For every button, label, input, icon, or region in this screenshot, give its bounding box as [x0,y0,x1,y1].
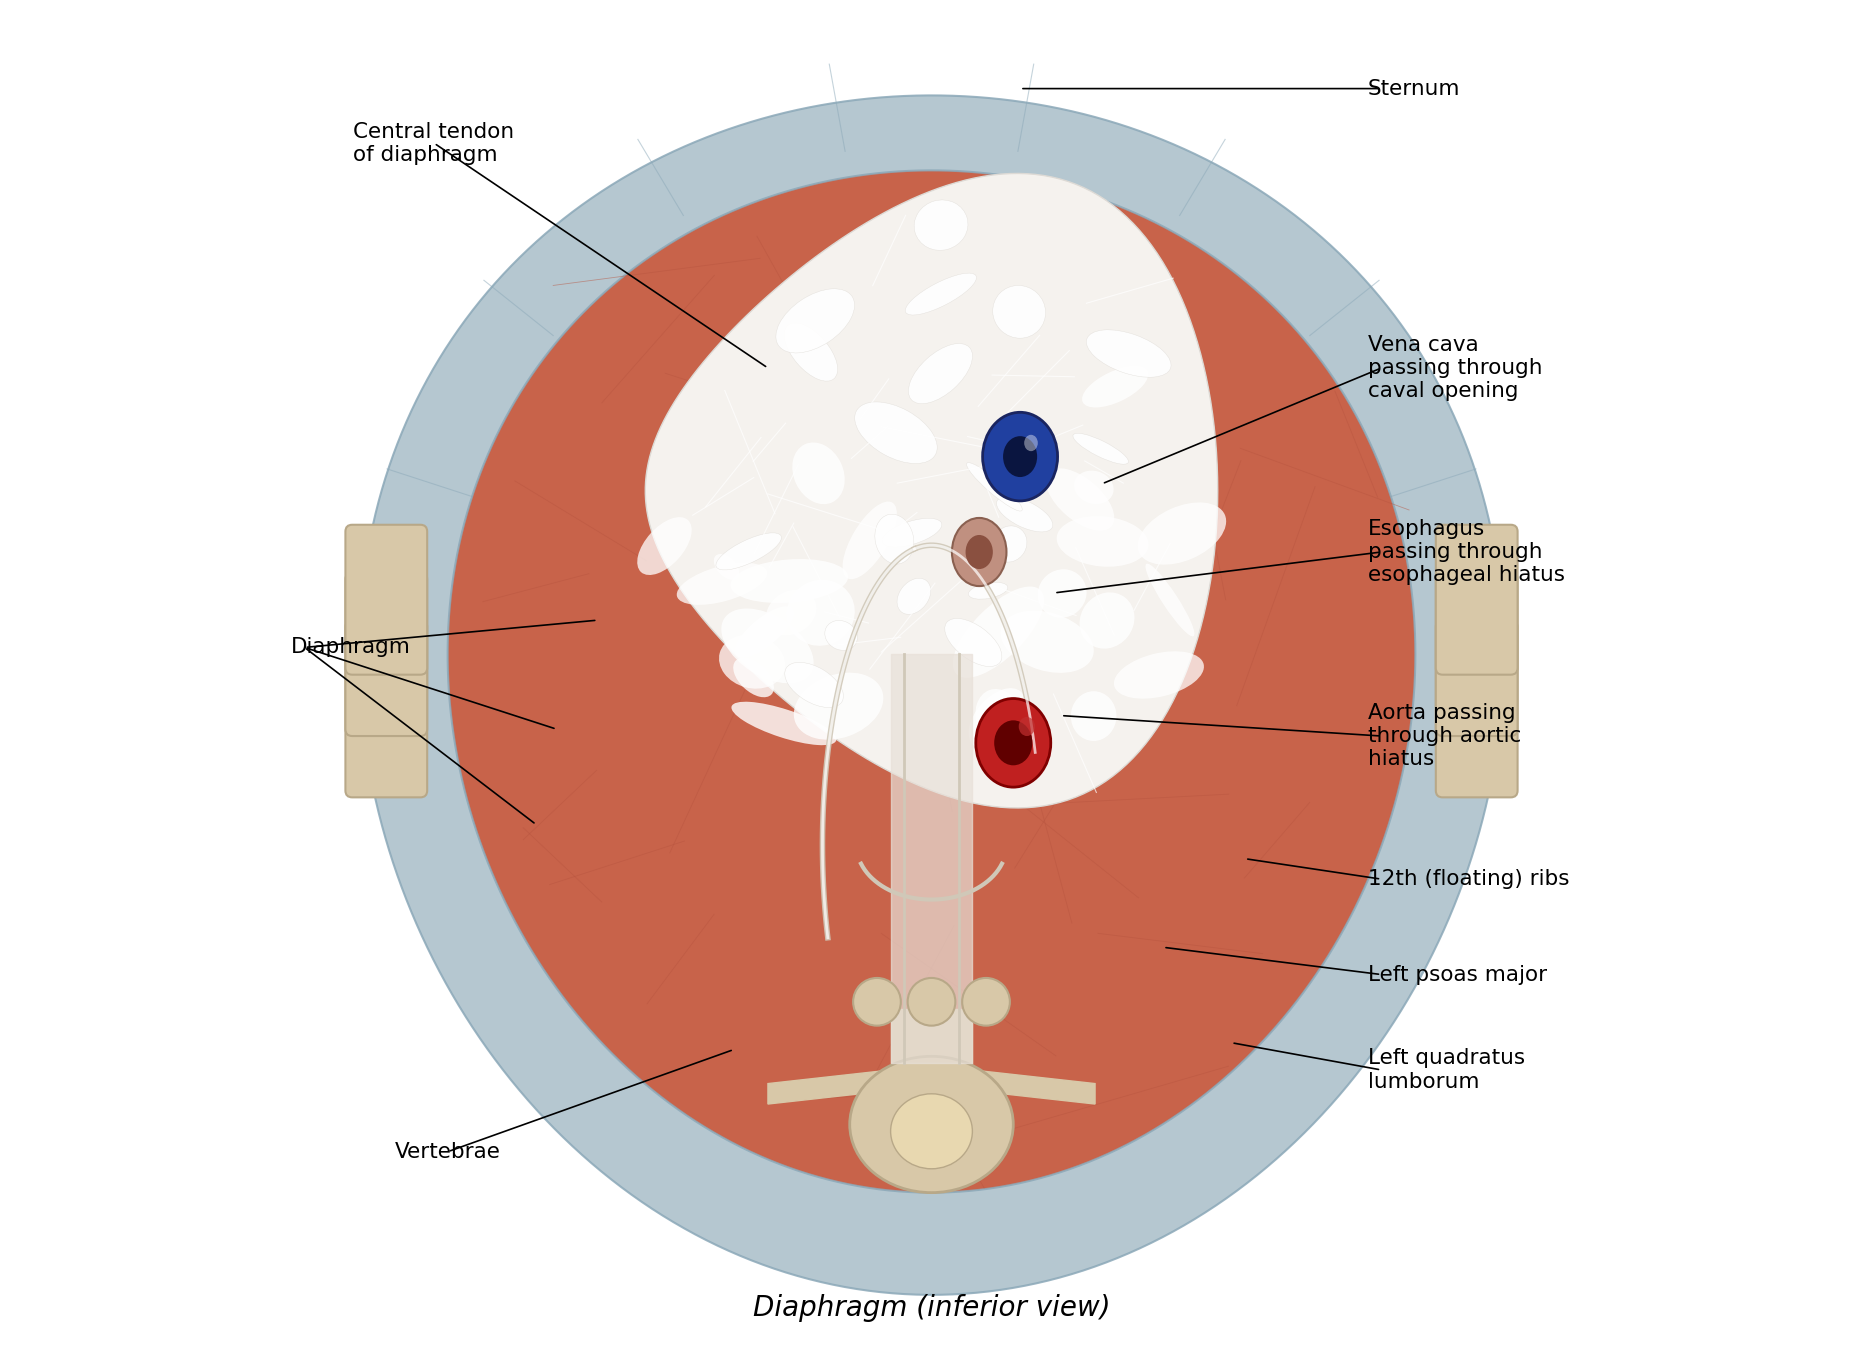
Ellipse shape [853,979,902,1026]
Ellipse shape [915,200,969,251]
Text: Diaphragm (inferior view): Diaphragm (inferior view) [753,1295,1110,1322]
PathPatch shape [447,170,1416,1193]
Text: 12th (floating) ribs: 12th (floating) ribs [1367,870,1569,889]
Text: Sternum: Sternum [1367,79,1461,98]
FancyBboxPatch shape [1436,525,1518,675]
Ellipse shape [1138,503,1226,564]
Ellipse shape [909,343,972,403]
Ellipse shape [993,285,1045,338]
Ellipse shape [786,579,855,646]
Ellipse shape [842,502,896,579]
Ellipse shape [997,496,1053,532]
Ellipse shape [1002,436,1038,477]
Ellipse shape [676,563,768,605]
Text: Vertebrae: Vertebrae [395,1142,501,1161]
Polygon shape [768,1070,891,1104]
Ellipse shape [784,662,844,707]
Ellipse shape [905,273,976,315]
Text: Left quadratus
lumborum: Left quadratus lumborum [1367,1048,1524,1092]
Ellipse shape [945,619,1002,667]
PathPatch shape [360,95,1503,1295]
FancyBboxPatch shape [345,525,427,675]
Ellipse shape [732,702,836,746]
Ellipse shape [792,443,844,504]
Ellipse shape [969,688,1027,748]
FancyBboxPatch shape [1436,620,1518,797]
Ellipse shape [766,590,816,635]
Ellipse shape [1086,330,1172,378]
Ellipse shape [637,517,691,575]
PathPatch shape [645,173,1218,808]
Text: Left psoas major: Left psoas major [1367,965,1546,984]
Ellipse shape [982,412,1058,502]
Ellipse shape [715,533,781,570]
Text: Esophagus
passing through
esophageal hiatus: Esophagus passing through esophageal hia… [1367,519,1565,585]
Polygon shape [891,1009,972,1124]
Ellipse shape [1045,469,1114,530]
Ellipse shape [734,607,794,657]
Ellipse shape [734,658,773,698]
FancyBboxPatch shape [345,620,427,797]
Text: Vena cava
passing through
caval opening: Vena cava passing through caval opening [1367,335,1543,401]
Ellipse shape [976,690,1025,748]
Ellipse shape [1000,611,1094,673]
Ellipse shape [881,518,943,547]
FancyBboxPatch shape [1436,572,1518,736]
Ellipse shape [876,514,915,564]
Ellipse shape [794,672,883,740]
Ellipse shape [907,979,956,1026]
Ellipse shape [967,462,1023,511]
Ellipse shape [730,559,848,602]
Ellipse shape [976,698,1051,788]
FancyBboxPatch shape [345,572,427,736]
Ellipse shape [1038,570,1086,617]
Ellipse shape [1075,470,1114,504]
Ellipse shape [1082,367,1148,408]
Ellipse shape [1056,517,1148,567]
Ellipse shape [1019,717,1036,736]
Ellipse shape [993,526,1027,562]
Ellipse shape [952,586,1043,677]
Ellipse shape [1114,652,1203,699]
Ellipse shape [995,720,1032,766]
Ellipse shape [775,289,855,353]
Ellipse shape [714,553,740,579]
Ellipse shape [965,536,993,570]
Text: Diaphragm: Diaphragm [291,638,410,657]
Text: Aorta passing
through aortic
hiatus: Aorta passing through aortic hiatus [1367,703,1520,769]
Ellipse shape [898,578,932,615]
Ellipse shape [1079,593,1135,649]
Ellipse shape [850,1056,1013,1193]
Ellipse shape [1146,564,1194,637]
Ellipse shape [825,620,857,650]
Ellipse shape [1073,433,1129,465]
Polygon shape [972,1070,1095,1104]
Ellipse shape [721,608,814,683]
Ellipse shape [961,979,1010,1026]
Ellipse shape [1025,435,1038,451]
Text: Central tendon
of diaphragm: Central tendon of diaphragm [354,121,514,165]
Ellipse shape [952,518,1006,586]
Ellipse shape [784,323,838,382]
Ellipse shape [855,402,937,463]
Ellipse shape [719,635,784,688]
Ellipse shape [969,582,1008,600]
Ellipse shape [1071,691,1116,741]
Ellipse shape [891,1093,972,1169]
